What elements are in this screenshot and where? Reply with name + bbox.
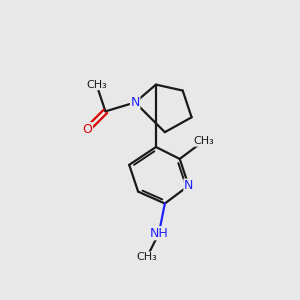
Text: O: O (82, 123, 92, 136)
Text: N: N (184, 179, 193, 192)
Text: CH₃: CH₃ (193, 136, 214, 146)
Text: NH: NH (149, 227, 168, 240)
Text: CH₃: CH₃ (86, 80, 107, 90)
Text: CH₃: CH₃ (137, 252, 158, 262)
Text: N: N (130, 96, 140, 109)
